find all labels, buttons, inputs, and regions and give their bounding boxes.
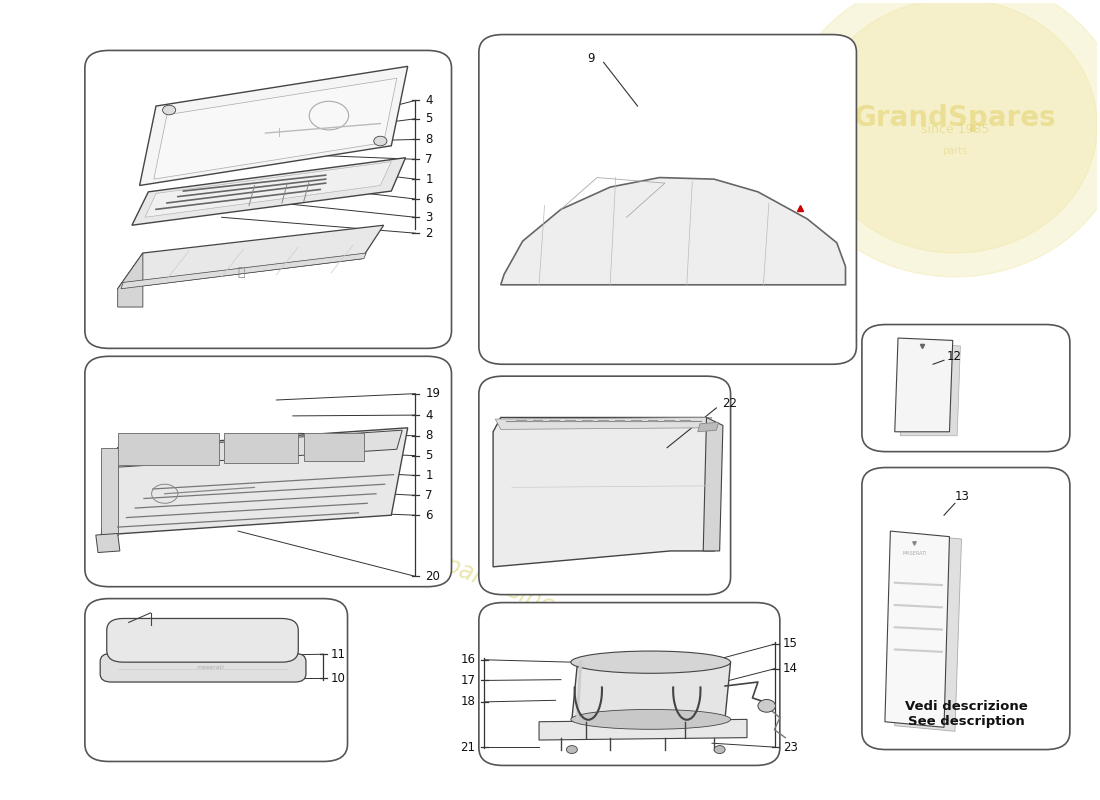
Polygon shape [703, 418, 723, 551]
Polygon shape [121, 253, 366, 289]
Polygon shape [101, 448, 118, 535]
Polygon shape [96, 534, 120, 553]
FancyBboxPatch shape [478, 376, 730, 594]
Text: 4: 4 [426, 409, 432, 422]
Text: 5: 5 [426, 112, 432, 126]
Polygon shape [118, 226, 384, 289]
FancyBboxPatch shape [478, 34, 857, 364]
Text: 8: 8 [426, 133, 432, 146]
Polygon shape [900, 342, 960, 436]
Polygon shape [539, 719, 747, 740]
Text: 12: 12 [946, 350, 961, 363]
Text: 14: 14 [783, 662, 799, 675]
Text: 20: 20 [426, 570, 440, 583]
Ellipse shape [571, 651, 730, 674]
Polygon shape [884, 531, 949, 727]
Text: parts: parts [943, 146, 968, 156]
Polygon shape [118, 253, 143, 307]
Polygon shape [572, 662, 730, 719]
Text: 9: 9 [587, 52, 595, 65]
Polygon shape [304, 434, 364, 461]
Text: since 1985: since 1985 [921, 123, 989, 136]
Circle shape [163, 106, 176, 114]
Text: 19: 19 [426, 387, 440, 400]
Text: 23: 23 [783, 741, 798, 754]
Text: MASERATI: MASERATI [902, 551, 926, 556]
FancyBboxPatch shape [478, 602, 780, 766]
Polygon shape [785, 0, 1100, 277]
Circle shape [566, 746, 578, 754]
Text: 2: 2 [426, 226, 432, 240]
FancyBboxPatch shape [85, 50, 451, 348]
Polygon shape [697, 422, 718, 432]
Text: Vedi descrizione
See description: Vedi descrizione See description [904, 700, 1027, 728]
Text: 15: 15 [783, 638, 798, 650]
Text: 𝕸: 𝕸 [238, 266, 245, 279]
Ellipse shape [571, 710, 730, 730]
Text: 7: 7 [426, 489, 432, 502]
Text: 6: 6 [426, 193, 432, 206]
Text: 18: 18 [461, 695, 475, 708]
Text: 22: 22 [722, 398, 737, 410]
Text: 21: 21 [461, 741, 475, 754]
Circle shape [374, 136, 387, 146]
Polygon shape [493, 418, 719, 567]
Text: 8: 8 [426, 430, 432, 442]
Text: 5: 5 [426, 449, 432, 462]
Polygon shape [118, 434, 220, 465]
Text: 4: 4 [426, 94, 432, 107]
Text: 16: 16 [461, 654, 475, 666]
FancyBboxPatch shape [862, 325, 1070, 452]
Polygon shape [112, 430, 403, 467]
Text: 6: 6 [426, 509, 432, 522]
Text: GrandSpares: GrandSpares [854, 104, 1056, 132]
Text: 17: 17 [461, 674, 475, 687]
Text: 7: 7 [426, 153, 432, 166]
Text: a passion for parts since 1985: a passion for parts since 1985 [293, 493, 632, 649]
Circle shape [758, 699, 776, 712]
Text: 10: 10 [331, 671, 346, 685]
Polygon shape [101, 428, 408, 535]
FancyBboxPatch shape [862, 467, 1070, 750]
Text: 11: 11 [331, 648, 346, 661]
Polygon shape [495, 418, 712, 430]
Text: 1: 1 [426, 173, 432, 186]
Polygon shape [132, 158, 406, 226]
Polygon shape [224, 434, 298, 462]
FancyBboxPatch shape [85, 356, 451, 586]
Text: 13: 13 [955, 490, 970, 503]
Text: maserati: maserati [197, 666, 224, 670]
Polygon shape [894, 338, 953, 432]
Polygon shape [894, 534, 961, 731]
Polygon shape [813, 0, 1097, 253]
Polygon shape [140, 66, 408, 186]
Text: 1: 1 [426, 469, 432, 482]
Polygon shape [154, 78, 397, 179]
FancyBboxPatch shape [100, 654, 306, 682]
Text: 3: 3 [426, 210, 432, 224]
Circle shape [714, 746, 725, 754]
FancyBboxPatch shape [107, 618, 298, 662]
FancyBboxPatch shape [85, 598, 348, 762]
Polygon shape [145, 162, 392, 218]
Polygon shape [500, 178, 846, 285]
